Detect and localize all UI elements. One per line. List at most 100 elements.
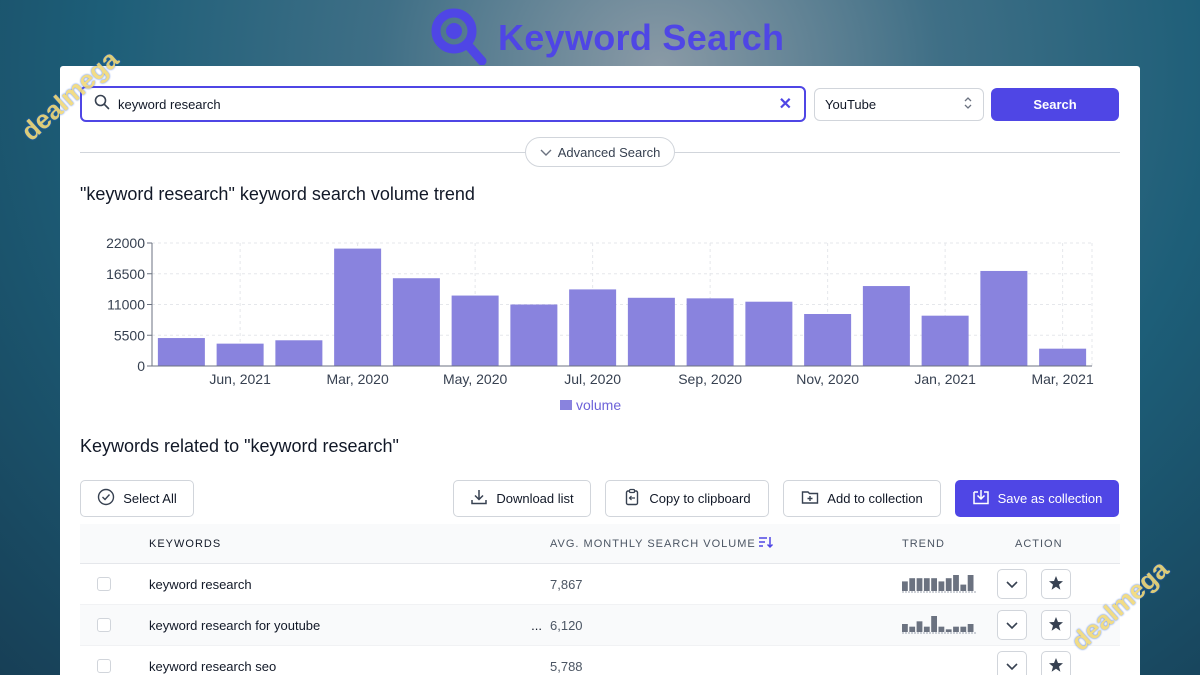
check-circle-icon [97, 488, 115, 509]
expand-button[interactable] [997, 651, 1027, 675]
trend-chart-svg: 0 5500 11000 16500 22000 Jun, 2021 Mar, 2020 Ma… [106, 235, 1094, 413]
expand-button[interactable] [997, 610, 1027, 640]
star-icon [1048, 657, 1064, 675]
copy-clipboard-label: Copy to clipboard [649, 491, 751, 506]
star-icon [1048, 616, 1064, 635]
clear-icon[interactable]: ✕ [778, 96, 792, 113]
sparkline-bar [931, 577, 937, 591]
sparkline-bar [945, 577, 952, 591]
chart-bar [686, 298, 734, 366]
add-to-collection-button[interactable]: Add to collection [783, 480, 941, 517]
row-volume: 7,867 [550, 576, 583, 592]
trend-chart: 0 5500 11000 16500 22000 Jun, 2021 Mar, 2020 Ma… [60, 226, 1140, 426]
chevron-down-icon [1006, 659, 1018, 674]
search-button[interactable]: Search [991, 88, 1119, 121]
chart-bar [804, 314, 852, 366]
save-as-collection-label: Save as collection [997, 491, 1103, 506]
search-input[interactable] [118, 96, 779, 112]
x-tick-label: Mar, 2020 [326, 371, 388, 387]
chart-bar [392, 278, 440, 366]
row-trend-sparkline [902, 573, 997, 596]
header-volume[interactable]: AVG. MONTHLY SEARCH VOLUME [550, 535, 902, 552]
chart-bar [862, 286, 910, 366]
advanced-search-button[interactable]: Advanced Search [525, 137, 675, 167]
x-tick-label: Jul, 2020 [564, 371, 621, 387]
related-title: Keywords related to "keyword research" [80, 436, 399, 456]
sparkline-bar [960, 584, 967, 591]
sparkline-bar [967, 574, 974, 591]
search-box[interactable]: ✕ [80, 86, 806, 122]
favorite-button[interactable] [1041, 651, 1071, 675]
sparkline-bar [916, 620, 923, 632]
header-keywords[interactable]: KEYWORDS [149, 537, 222, 550]
header-volume-label: AVG. MONTHLY SEARCH VOLUME [550, 537, 756, 550]
y-tick-label: 0 [137, 358, 145, 374]
brand: Keyword Search [430, 8, 784, 68]
copy-clipboard-button[interactable]: Copy to clipboard [605, 480, 769, 517]
sparkline-bar [960, 626, 967, 632]
select-all-button[interactable]: Select All [80, 480, 194, 517]
favorite-button[interactable] [1041, 569, 1071, 599]
row-keyword[interactable]: keyword research [149, 576, 252, 592]
download-list-label: Download list [496, 491, 574, 506]
table-row: keyword research 7,867 [80, 564, 1120, 605]
header-trend: TREND [902, 537, 945, 550]
search-logo-icon [430, 7, 488, 70]
platform-select[interactable]: YouTube [814, 88, 984, 121]
clipboard-icon [623, 488, 641, 509]
advanced-search-label: Advanced Search [557, 144, 661, 160]
sparkline-bar [938, 626, 945, 632]
y-tick-label: 22000 [106, 235, 145, 251]
sparkline-bar [967, 623, 974, 632]
row-keyword[interactable]: keyword research for youtube [149, 617, 321, 633]
folder-plus-icon [801, 488, 819, 509]
chart-title: "keyword research" keyword search volume… [80, 184, 475, 204]
favorite-button[interactable] [1041, 610, 1071, 640]
chart-bar [569, 289, 617, 366]
sparkline-bar [931, 615, 937, 632]
chevron-up-down-icon [963, 96, 973, 113]
sparkline-bar [953, 626, 959, 632]
chart-bar [275, 340, 323, 366]
sparkline-bar [945, 628, 952, 632]
x-tick-label: Jan, 2021 [914, 371, 976, 387]
y-tick-label: 11000 [107, 297, 145, 313]
sort-descending-icon[interactable] [758, 535, 774, 552]
y-tick-label: 5500 [114, 327, 145, 343]
chevron-down-icon [1006, 577, 1018, 592]
row-checkbox[interactable] [97, 659, 111, 673]
chart-bar [980, 270, 1028, 366]
save-as-collection-button[interactable]: Save as collection [955, 480, 1119, 517]
save-icon [972, 488, 990, 509]
row-checkbox[interactable] [97, 577, 111, 591]
sparkline-bar [923, 626, 930, 632]
x-tick-label: Jun, 2021 [209, 371, 271, 387]
table-body: keyword research 7,867 keywor [80, 564, 1120, 675]
row-checkbox[interactable] [97, 618, 111, 632]
row-volume: 5,788 [550, 658, 583, 674]
keywords-table: KEYWORDS AVG. MONTHLY SEARCH VOLUME TREN… [80, 524, 1120, 675]
sparkline-svg [902, 615, 976, 633]
chevron-down-icon [1006, 618, 1018, 633]
legend-label: volume [576, 397, 621, 413]
sparkline-svg [902, 574, 976, 592]
row-more[interactable]: ... [531, 617, 542, 633]
sparkline-bar [916, 577, 923, 591]
row-keyword[interactable]: keyword research seo [149, 658, 277, 674]
sparkline-bar [953, 574, 959, 591]
chart-bar [510, 304, 558, 366]
chart-bar [216, 343, 264, 366]
x-tick-label: Mar, 2021 [1031, 371, 1093, 387]
download-icon [470, 488, 488, 509]
chart-bar [157, 338, 205, 366]
download-list-button[interactable]: Download list [453, 480, 591, 517]
y-tick-label: 16500 [106, 266, 145, 282]
x-tick-label: May, 2020 [443, 371, 508, 387]
platform-selected-value: YouTube [825, 97, 877, 112]
header-action: ACTION [1015, 537, 1063, 550]
legend-swatch [560, 400, 572, 410]
expand-button[interactable] [997, 569, 1027, 599]
sparkline-bar [923, 577, 930, 591]
chart-bar [451, 295, 499, 366]
search-icon [94, 94, 110, 115]
